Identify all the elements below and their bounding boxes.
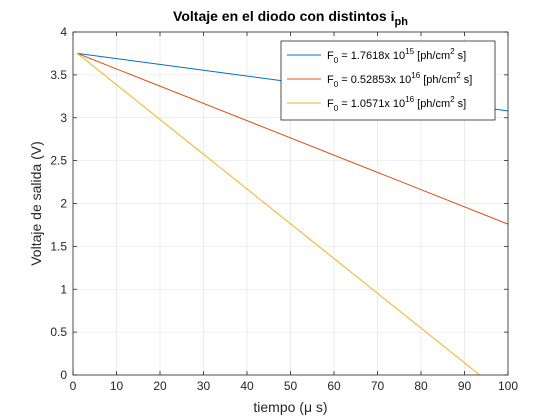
x-tick-label: 80	[414, 379, 428, 393]
x-tick-label: 0	[70, 379, 77, 393]
y-tick-label: 2.5	[50, 154, 67, 168]
chart-title: Voltaje en el diodo con distintos iph	[173, 8, 408, 28]
x-tick-label: 90	[458, 379, 472, 393]
chart-title-subscript: ph	[394, 16, 408, 28]
tick-marks	[72, 31, 509, 376]
legend-box	[280, 40, 496, 121]
x-tick-label: 40	[240, 379, 254, 393]
x-tick-label: 60	[327, 379, 341, 393]
x-tick-label: 70	[371, 379, 385, 393]
series-line-3	[76, 53, 481, 376]
legend: F0 = 1.7618x 1015 [ph/cm2 s] F0 = 0.52853…	[280, 40, 496, 121]
legend-label-3: F0 = 1.0571x 1016 [ph/cm2 s]	[327, 95, 466, 113]
y-tick-label: 1.5	[50, 239, 67, 253]
legend-label-1: F0 = 1.7618x 1015 [ph/cm2 s]	[327, 47, 466, 65]
y-tick-label: 3	[60, 111, 67, 125]
legend-label-2: F0 = 0.52853x 1016 [ph/cm2 s]	[327, 71, 472, 89]
y-tick-labels: 0 0.5 1 1.5 2 2.5 3 3.5 4	[50, 25, 67, 382]
y-tick-label: 2	[60, 197, 67, 211]
x-tick-label: 30	[197, 379, 211, 393]
y-axis-label: Voltaje de salida (V)	[28, 141, 44, 266]
y-tick-label: 1	[60, 282, 67, 296]
series-line-2	[77, 52, 509, 225]
y-tick-label: 0	[60, 368, 67, 382]
x-axis-label: tiempo (μ s)	[253, 399, 327, 415]
x-tick-label: 20	[153, 379, 167, 393]
x-tick-label: 50	[284, 379, 298, 393]
x-tick-labels: 0 10 20 30 40 50 60 70 80 90 100	[70, 379, 519, 393]
chart-title-main: Voltaje en el diodo con distintos i	[173, 8, 394, 24]
y-tick-label: 3.5	[50, 68, 67, 82]
y-tick-label: 0.5	[50, 325, 67, 339]
x-tick-label: 10	[110, 379, 124, 393]
x-tick-label: 100	[498, 379, 518, 393]
y-tick-label: 4	[60, 25, 67, 39]
